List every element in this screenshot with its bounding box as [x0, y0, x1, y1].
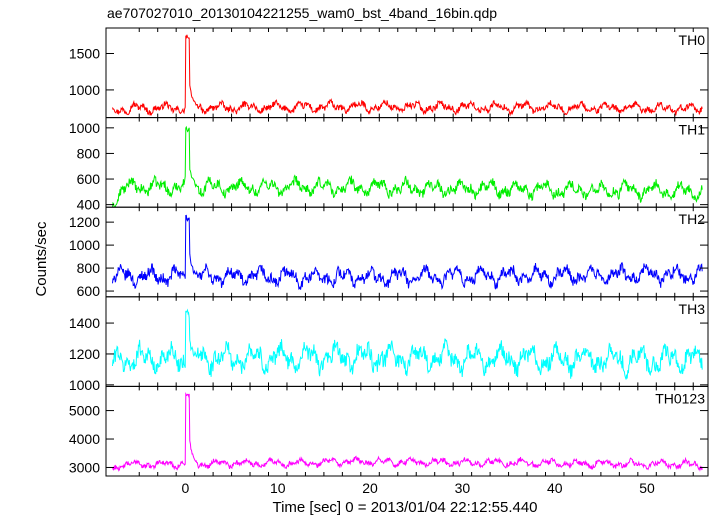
series-line-th3	[112, 308, 703, 380]
x-tick-label: 10	[270, 480, 286, 496]
y-tick-label: 600	[77, 283, 101, 299]
x-tick-label: 20	[362, 480, 378, 496]
y-tick-label: 400	[77, 197, 101, 213]
panel-label: TH2	[679, 211, 706, 227]
series-line-th2	[112, 214, 703, 290]
chart-title: ae707027010_20130104221255_wam0_bst_4ban…	[107, 5, 497, 21]
y-tick-label: 1200	[69, 346, 100, 362]
series-line-th1	[112, 125, 703, 208]
y-tick-label: 600	[77, 171, 101, 187]
panel-label: TH0	[679, 32, 706, 48]
x-tick-label: 0	[182, 480, 190, 496]
panel-label: TH1	[679, 122, 706, 138]
y-tick-label: 1500	[69, 45, 100, 61]
series-line-th0123	[112, 391, 703, 472]
y-axis-label: Counts/sec	[33, 221, 50, 297]
x-tick-label: 30	[455, 480, 471, 496]
panel-label: TH3	[679, 301, 706, 317]
y-tick-label: 1000	[69, 377, 100, 393]
panel-th1: 400 600 800 1000 TH1	[69, 117, 709, 213]
y-tick-label: 3000	[69, 459, 100, 475]
y-tick-label: 4000	[69, 431, 100, 447]
panel-th3: 1000 1200 1400 TH3	[69, 296, 709, 393]
y-tick-label: 1400	[69, 315, 100, 331]
x-tick-label: 40	[547, 480, 563, 496]
x-tick-label: 50	[639, 480, 655, 496]
panel-th2: 600 800 1000 1200 TH2	[69, 206, 709, 299]
y-tick-label: 1000	[69, 120, 100, 136]
panel-frame	[105, 385, 709, 477]
panel-label: TH0123	[655, 390, 705, 406]
y-tick-label: 800	[77, 260, 101, 276]
y-tick-label: 1000	[69, 82, 100, 98]
y-tick-label: 800	[77, 145, 101, 161]
panel-th0123: 3000 4000 5000 TH0123	[69, 385, 709, 477]
x-axis-label: Time [sec] 0 = 2013/01/04 22:12:55.440	[272, 499, 537, 516]
panel-th0: 1000 1500 TH0	[69, 27, 709, 119]
y-tick-label: 1200	[69, 214, 100, 230]
y-tick-label: 1000	[69, 237, 100, 253]
y-tick-label: 5000	[69, 403, 100, 419]
series-line-th0	[112, 34, 703, 117]
